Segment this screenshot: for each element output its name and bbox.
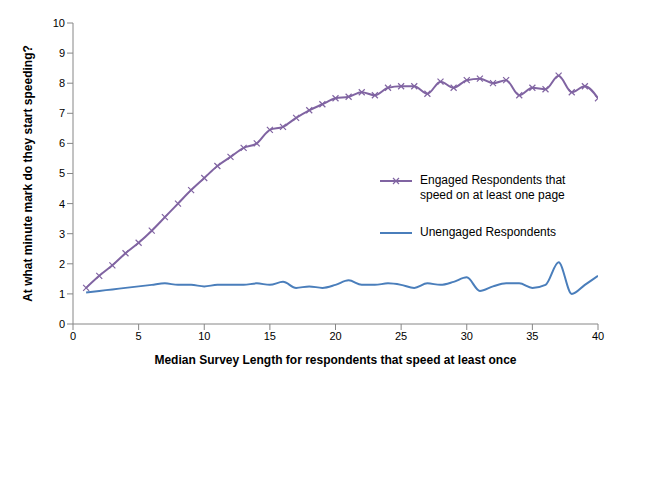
svg-text:At what minute mark do they st: At what minute mark do they start speedi… [21,45,35,302]
svg-text:0: 0 [59,318,65,330]
svg-text:5: 5 [136,330,142,342]
svg-text:20: 20 [329,330,341,342]
svg-text:9: 9 [59,47,65,59]
svg-text:2: 2 [59,258,65,270]
svg-text:8: 8 [59,77,65,89]
svg-text:30: 30 [461,330,473,342]
svg-text:0: 0 [70,330,76,342]
svg-text:3: 3 [59,228,65,240]
svg-text:5: 5 [59,167,65,179]
svg-text:7: 7 [59,107,65,119]
svg-text:15: 15 [264,330,276,342]
html-text:Unengaged Respondents: Unengaged Respondents [420,225,557,239]
svg-text:6: 6 [59,137,65,149]
svg-text:4: 4 [59,198,65,210]
svg-text:1: 1 [59,288,65,300]
svg-text:40: 40 [592,330,604,342]
svg-text:10: 10 [198,330,210,342]
svg-text:10: 10 [53,17,65,29]
svg-text:Median Survey Length for respo: Median Survey Length for respondents tha… [154,353,516,367]
svg-text:25: 25 [395,330,407,342]
html-text:Engaged Respondents that speed: Engaged Respondents that speed on at lea… [420,173,566,202]
svg-text:35: 35 [526,330,538,342]
